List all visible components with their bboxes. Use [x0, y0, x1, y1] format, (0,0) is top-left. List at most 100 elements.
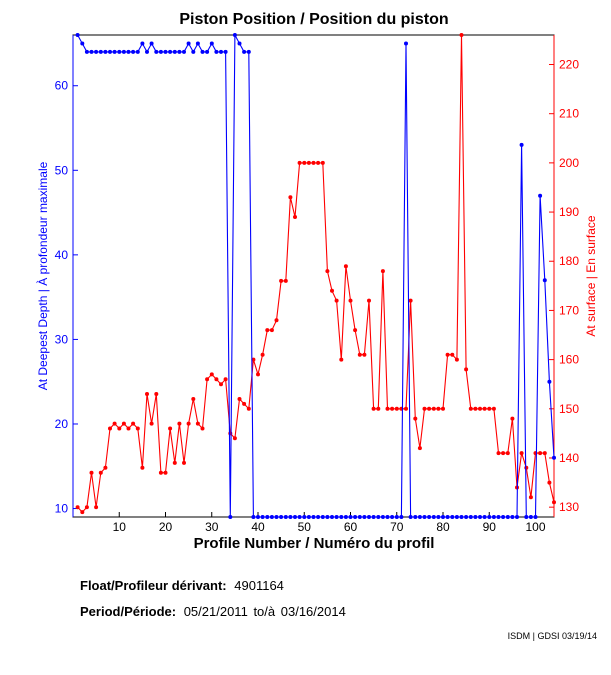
- period-start: 05/21/2011: [183, 604, 248, 619]
- deepest-depth-point: [163, 49, 168, 54]
- deepest-depth-point: [552, 455, 556, 460]
- surface-point: [524, 465, 529, 470]
- x-tick-label: 20: [159, 520, 173, 534]
- surface-point: [246, 406, 251, 411]
- surface-point: [505, 451, 510, 456]
- surface-point: [269, 328, 274, 333]
- surface-point: [283, 278, 288, 283]
- surface-point: [371, 406, 376, 411]
- deepest-depth-point: [390, 515, 395, 519]
- surface-point: [552, 500, 556, 505]
- surface-point: [158, 470, 163, 475]
- deepest-depth-point: [357, 515, 362, 519]
- deepest-depth-point: [417, 515, 422, 519]
- deepest-depth-point: [306, 515, 311, 519]
- surface-point: [237, 397, 242, 401]
- surface-point: [528, 495, 533, 500]
- surface-point: [154, 392, 159, 396]
- surface-point: [140, 465, 145, 470]
- surface-point: [177, 421, 182, 426]
- surface-point: [413, 416, 418, 421]
- surface-point: [473, 406, 478, 411]
- surface-point: [209, 372, 214, 377]
- surface-point: [297, 160, 302, 165]
- surface-point: [408, 298, 413, 303]
- surface-point: [260, 352, 265, 357]
- deepest-depth-point: [84, 49, 89, 54]
- deepest-depth-point: [237, 41, 242, 46]
- surface-point: [459, 33, 464, 37]
- surface-point: [117, 426, 122, 431]
- surface-point: [214, 377, 219, 382]
- right-tick-label: 150: [559, 402, 579, 416]
- surface-point: [343, 264, 348, 269]
- deepest-depth-point: [283, 515, 288, 519]
- deepest-depth-point: [75, 33, 80, 37]
- deepest-depth-point: [408, 515, 413, 519]
- left-tick-label: 50: [55, 163, 69, 177]
- deepest-depth-series: [75, 32, 556, 519]
- deepest-depth-point: [108, 49, 112, 54]
- deepest-depth-point: [505, 515, 510, 519]
- surface-point: [445, 352, 450, 357]
- deepest-depth-point: [334, 515, 339, 519]
- credit-line: ISDM | GDSI 03/19/14: [507, 631, 597, 641]
- surface-point: [510, 416, 515, 421]
- x-tick-label: 60: [344, 520, 358, 534]
- surface-point: [385, 406, 390, 411]
- surface-point: [98, 470, 103, 475]
- deepest-depth-point: [145, 49, 149, 54]
- surface-point: [182, 460, 186, 465]
- deepest-depth-point: [547, 379, 552, 384]
- deepest-depth-point: [246, 49, 251, 54]
- surface-point: [394, 406, 399, 411]
- deepest-depth-point: [482, 515, 487, 519]
- deepest-depth-point: [542, 278, 547, 283]
- surface-point: [380, 269, 385, 274]
- right-tick-label: 140: [559, 451, 579, 465]
- deepest-depth-point: [293, 515, 297, 519]
- deepest-depth-point: [149, 41, 154, 46]
- deepest-depth-point: [533, 515, 538, 519]
- surface-point: [200, 426, 205, 431]
- surface-point: [519, 451, 524, 456]
- surface-point: [454, 357, 459, 362]
- surface-point: [422, 406, 427, 411]
- x-tick-label: 100: [525, 520, 545, 534]
- surface-point: [195, 421, 200, 426]
- deepest-depth-point: [177, 49, 182, 54]
- surface-point: [219, 382, 223, 387]
- deepest-depth-point: [265, 515, 270, 519]
- deepest-depth-point: [242, 49, 247, 54]
- deepest-depth-point: [172, 49, 177, 54]
- surface-point: [468, 406, 473, 411]
- deepest-depth-point: [343, 515, 348, 519]
- surface-point: [441, 406, 445, 411]
- left-tick-label: 20: [55, 417, 69, 431]
- float-info: Float/Profileur dérivant: 4901164: [80, 578, 284, 593]
- surface-point: [302, 160, 307, 165]
- deepest-depth-point: [454, 515, 459, 519]
- surface-point: [75, 505, 80, 510]
- deepest-depth-point: [524, 515, 529, 519]
- x-tick-label: 50: [298, 520, 312, 534]
- deepest-depth-point: [140, 41, 145, 46]
- deepest-depth-point: [371, 515, 376, 519]
- surface-point: [316, 160, 321, 165]
- surface-point: [126, 426, 131, 431]
- deepest-depth-point: [205, 49, 210, 54]
- surface-point: [205, 377, 210, 382]
- deepest-depth-point: [131, 49, 136, 54]
- surface-point: [501, 451, 506, 456]
- surface-point: [427, 406, 432, 411]
- surface-point: [436, 406, 441, 411]
- surface-point: [450, 352, 455, 357]
- deepest-depth-point: [214, 49, 219, 54]
- deepest-depth-point: [445, 515, 450, 519]
- surface-point: [376, 406, 381, 411]
- deepest-depth-point: [496, 515, 501, 519]
- deepest-depth-point: [404, 41, 408, 46]
- deepest-depth-point: [260, 515, 265, 519]
- surface-point: [367, 298, 371, 303]
- surface-point: [330, 288, 334, 293]
